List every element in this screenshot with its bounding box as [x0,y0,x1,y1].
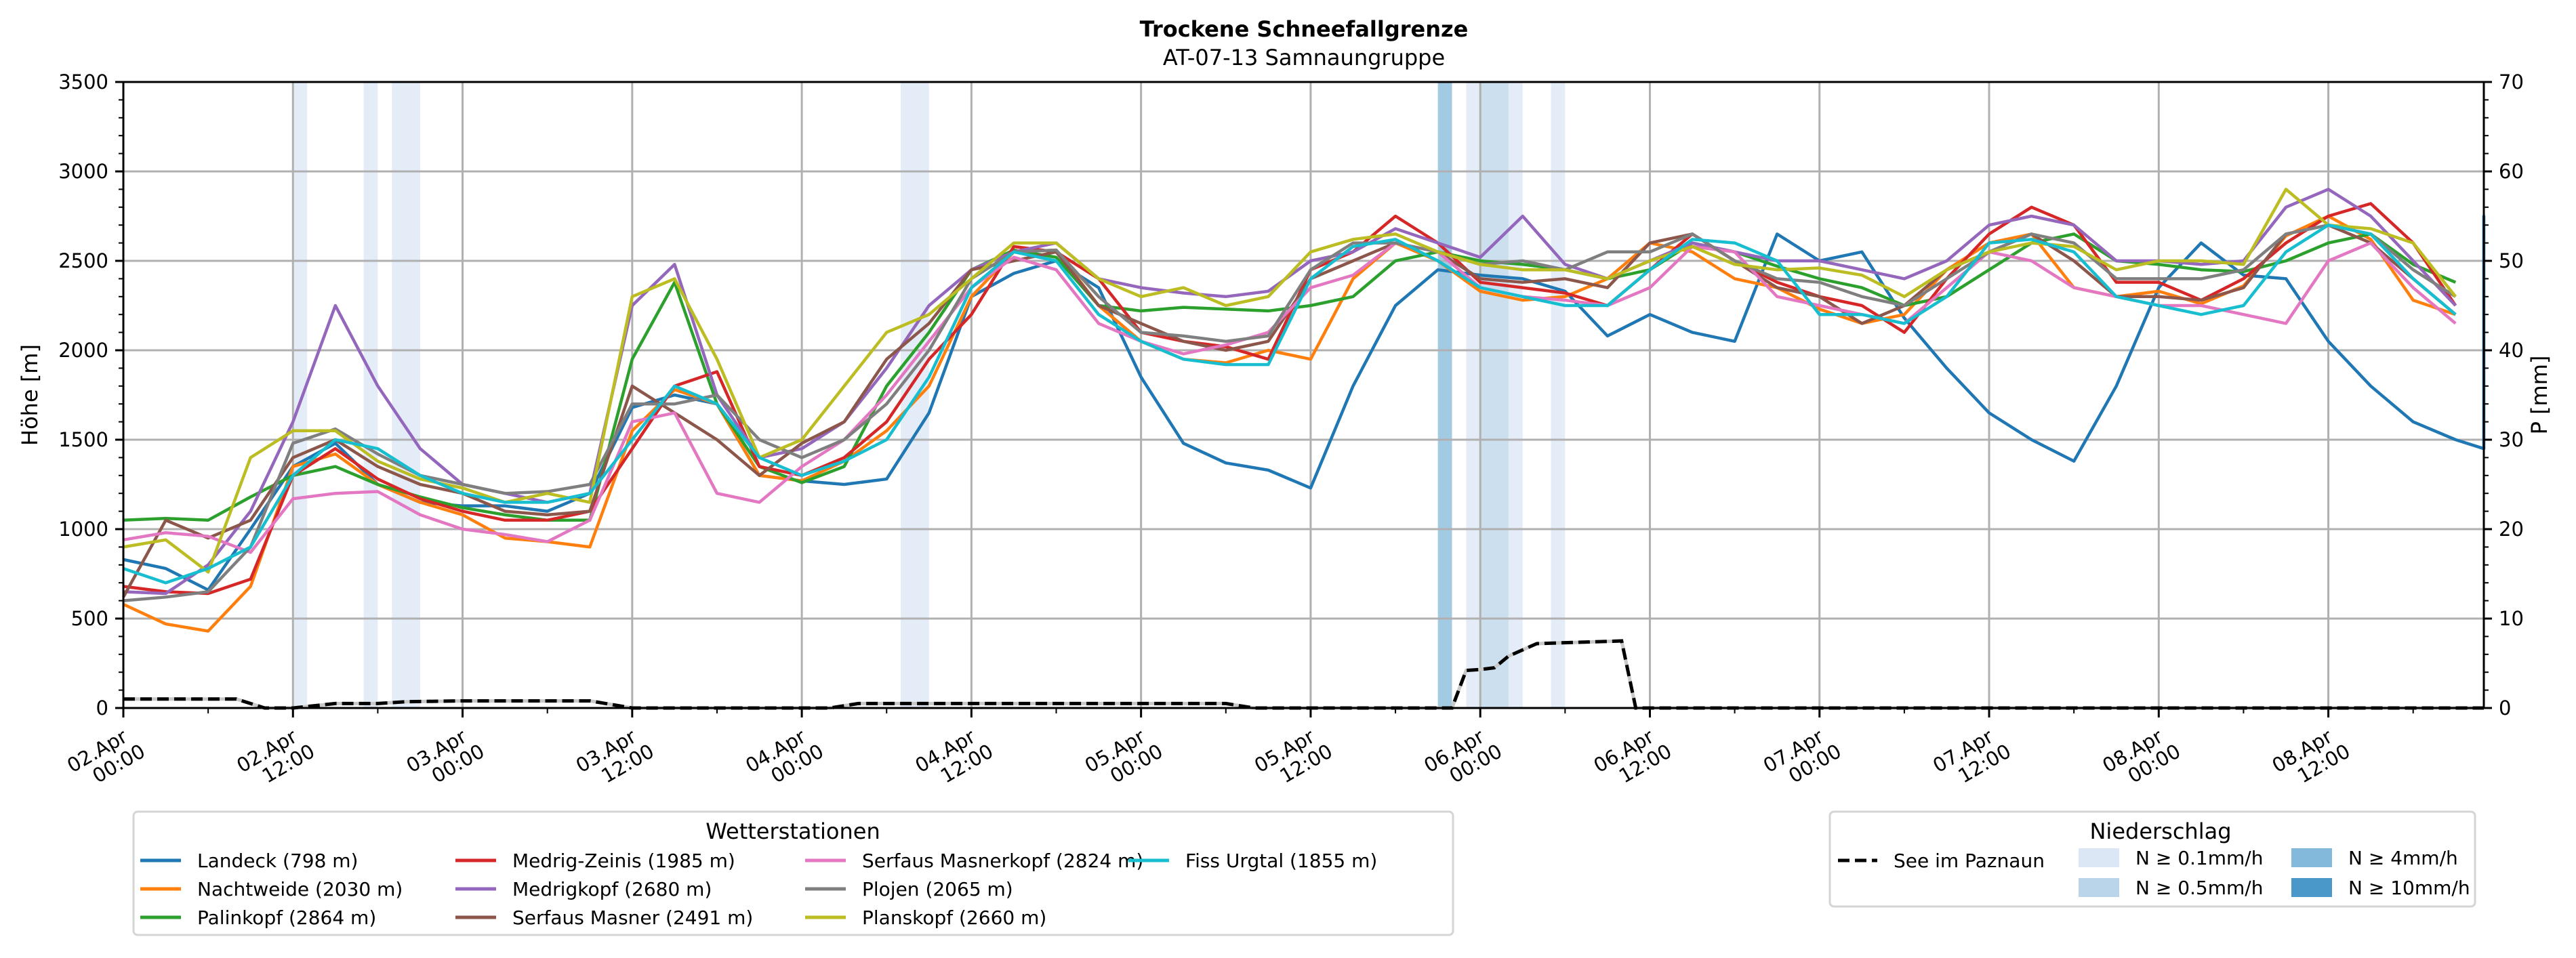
legend-precip-label: N ≥ 4mm/h [2348,847,2458,869]
legend-precip-swatch [2291,848,2332,867]
legend-label: Medrigkopf (2680 m) [512,878,712,900]
y2-tick-label: 60 [2499,160,2524,183]
axes: 0 500 1000 1500 2000 2500 3000 3500 0 10 20 30 40 50 6… [58,70,2524,788]
series-line-5 [122,223,2457,598]
chart-title: Trockene Schneefallgrenze [1140,16,1469,42]
legend-label: Landeck (798 m) [197,850,358,872]
y-tick-label: 3000 [58,160,108,183]
y-tick-label: 2500 [58,249,108,272]
legend-precip: Niederschlag See im Paznaun N ≥ 0.1mm/h N… [1828,810,2476,908]
series-line-0 [123,214,2486,592]
y2-tick-label: 10 [2499,607,2524,630]
y2-tick-label: 50 [2499,249,2524,272]
series-line-9 [123,223,2457,585]
legend-lake-label: See im Paznaun [1894,850,2045,872]
precip-band [1466,82,1481,708]
y-tick-label: 500 [71,607,108,630]
legend-label: Planskopf (2660 m) [862,907,1046,929]
y-tick-label: 3500 [58,70,108,93]
lake-line [123,639,2484,710]
y-tick-label: 2000 [58,339,108,362]
precip-band [1480,82,1509,708]
legend-stations-title: Wetterstationen [706,818,880,844]
series-line-4 [123,188,2457,596]
legend-precip-title: Niederschlag [2089,818,2231,844]
plot-frame [122,81,2485,709]
precip-band [363,82,378,708]
legend-label: Fiss Urgtal (1855 m) [1185,850,1377,872]
y-tick-label: 0 [96,696,108,720]
legend-precip-swatch [2079,878,2119,897]
legend-label: Palinkopf (2864 m) [197,907,376,929]
legend-precip-label: N ≥ 0.5mm/h [2135,877,2263,899]
series-line-3 [123,202,2457,596]
series-lines [122,188,2486,633]
chart-subtitle: AT-07-13 Samnaungruppe [1163,45,1445,70]
y-tick-label: 1000 [58,518,108,541]
y2-tick-label: 30 [2499,428,2524,451]
legend-label: Plojen (2065 m) [862,878,1013,900]
precip-bands [293,82,1566,708]
y2-tick-label: 20 [2499,518,2524,541]
y2-tick-label: 70 [2499,70,2524,93]
series-line-6 [123,241,2457,554]
precip-band [1551,82,1566,708]
precip-band [293,82,308,708]
series-line-1 [123,214,2457,633]
legend-precip-label: N ≥ 0.1mm/h [2135,847,2263,869]
legend-label: Serfaus Masnerkopf (2824 m) [862,850,1143,872]
y-tick-label: 1500 [58,428,108,451]
legend-label: Serfaus Masner (2491 m) [512,907,753,929]
precip-band [1508,82,1523,708]
series-line-7 [123,223,2457,602]
y2-tick-label: 0 [2499,696,2511,720]
legend-stations: Wetterstationen Landeck (798 m) Nachtweid… [132,810,1454,936]
y2-tick-label: 40 [2499,339,2524,362]
lake-line-bg [123,639,2484,710]
y-axis-label: Höhe [m] [17,344,43,446]
legend-label: Nachtweide (2030 m) [197,878,403,900]
legend-label: Medrig-Zeinis (1985 m) [512,850,735,872]
grid [122,81,2484,709]
legend-precip-swatch [2291,878,2332,897]
precip-band [1437,82,1452,708]
lake-line [123,639,2484,710]
legend-precip-label: N ≥ 10mm/h [2348,877,2470,899]
legend-precip-swatch [2079,848,2119,867]
precip-band [392,82,420,708]
y2-axis-label: P [mm] [2527,356,2552,435]
